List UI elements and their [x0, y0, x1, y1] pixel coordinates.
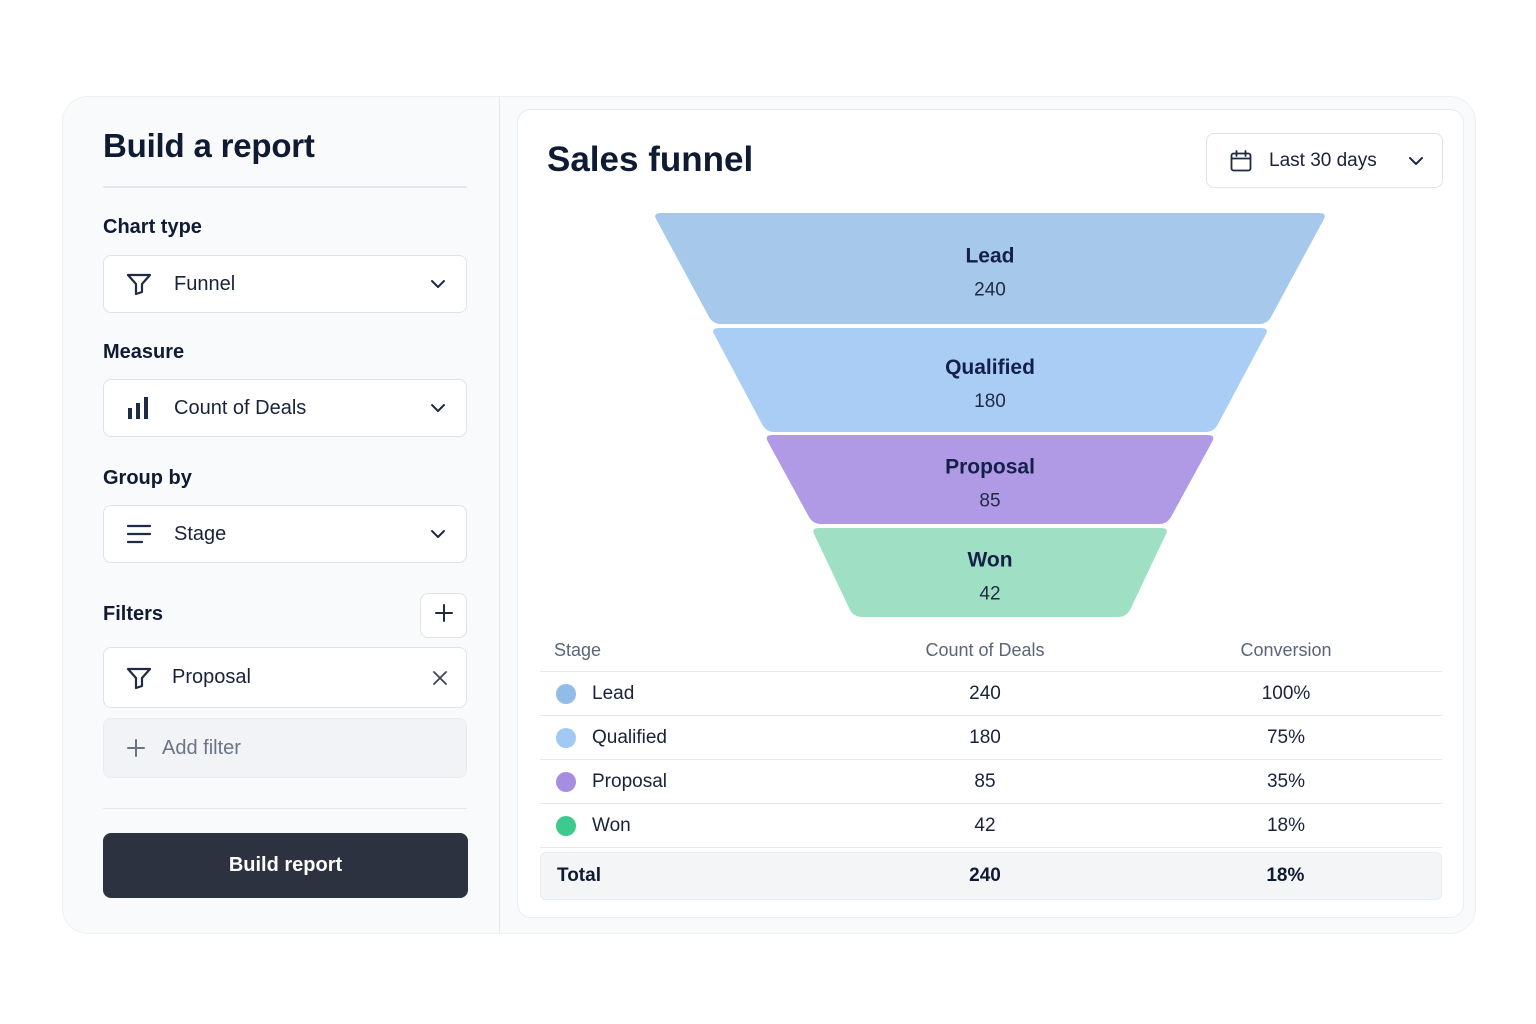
row-count: 180: [969, 726, 1001, 748]
add-filter-plus-button[interactable]: [420, 593, 467, 638]
funnel-stage-label: Lead: [965, 245, 1014, 268]
calendar-icon: [1229, 149, 1253, 173]
funnel-stage-value: 85: [979, 491, 1000, 512]
sales-funnel-card: Sales funnel Last 30 days Lead 240 Qualifi…: [517, 109, 1464, 918]
divider: [103, 186, 467, 188]
funnel-segment-won[interactable]: [813, 528, 1167, 617]
funnel-stage-value: 42: [979, 584, 1000, 605]
chevron-down-icon: [428, 398, 448, 418]
table-row: Won 42 18%: [540, 804, 1442, 848]
table-header: Stage Count of Deals Conversion: [540, 630, 1442, 672]
funnel-segment-qualified[interactable]: [713, 328, 1267, 432]
legend-dot: [556, 815, 576, 836]
row-stage: Won: [592, 814, 631, 836]
group-by-value: Stage: [174, 522, 227, 545]
close-icon[interactable]: [432, 670, 448, 686]
funnel-stage-label: Won: [967, 549, 1012, 572]
table-total-row: Total 240 18%: [540, 852, 1442, 900]
report-builder-window: Build a report Chart type Funnel Measure…: [62, 96, 1476, 934]
chevron-down-icon: [428, 274, 448, 294]
funnel-segment-lead[interactable]: [655, 213, 1325, 324]
funnel-icon: [124, 663, 154, 693]
funnel-stage-label: Proposal: [945, 456, 1035, 479]
row-count: 42: [974, 814, 996, 836]
total-count: 240: [969, 865, 1001, 886]
table-row: Lead 240 100%: [540, 672, 1442, 716]
measure-label: Measure: [103, 341, 185, 363]
date-range-value: Last 30 days: [1269, 149, 1377, 171]
funnel-icon: [124, 269, 154, 299]
chevron-down-icon: [428, 524, 448, 544]
legend-dot: [556, 727, 576, 748]
column-header-count: Count of Deals: [925, 640, 1045, 660]
chart-type-select[interactable]: Funnel: [103, 255, 467, 313]
row-conversion: 35%: [1266, 770, 1306, 792]
funnel-stage-value: 180: [974, 391, 1006, 412]
group-by-label: Group by: [103, 467, 192, 489]
legend-dot: [556, 683, 576, 704]
row-stage: Proposal: [592, 770, 667, 792]
row-stage: Qualified: [592, 726, 667, 748]
filters-label: Filters: [103, 603, 164, 625]
total-conversion: 18%: [1266, 865, 1305, 886]
plus-icon: [434, 603, 454, 628]
sidebar-title: Build a report: [103, 127, 315, 164]
measure-value: Count of Deals: [174, 396, 307, 419]
list-icon: [124, 519, 154, 549]
row-conversion: 75%: [1266, 726, 1306, 748]
funnel-data-table: Stage Count of Deals Conversion Lead 240…: [540, 630, 1442, 900]
add-filter-label: Add filter: [162, 736, 241, 759]
total-label: Total: [557, 865, 601, 886]
row-conversion: 18%: [1266, 814, 1306, 836]
chart-type-value: Funnel: [174, 272, 236, 295]
row-count: 240: [969, 682, 1001, 704]
table-row: Proposal 85 35%: [540, 760, 1442, 804]
bar-chart-icon: [124, 393, 154, 423]
funnel-stage-value: 240: [974, 280, 1006, 301]
build-report-button[interactable]: Build report: [103, 833, 468, 898]
column-header-conversion: Conversion: [1240, 640, 1332, 660]
funnel-stage-label: Qualified: [945, 356, 1035, 379]
column-header-stage: Stage: [554, 640, 602, 660]
page-title: Sales funnel: [547, 140, 754, 179]
funnel-chart: Lead 240 Qualified 180 Proposal 85 Won 42: [655, 213, 1325, 617]
legend-dot: [556, 771, 576, 792]
row-conversion: 100%: [1261, 682, 1311, 704]
table-row: Qualified 180 75%: [540, 716, 1442, 760]
add-filter-button[interactable]: Add filter: [103, 718, 467, 778]
row-stage: Lead: [592, 682, 635, 704]
date-range-select[interactable]: Last 30 days: [1206, 133, 1443, 188]
report-builder-sidebar: Build a report Chart type Funnel Measure…: [63, 97, 500, 933]
row-count: 85: [974, 770, 996, 792]
plus-icon: [126, 738, 146, 758]
measure-select[interactable]: Count of Deals: [103, 379, 467, 437]
filter-chip-label: Proposal: [172, 666, 251, 688]
filter-chip-proposal[interactable]: Proposal: [103, 647, 467, 708]
chevron-down-icon: [1408, 156, 1424, 166]
divider: [103, 808, 467, 809]
funnel-segment-proposal[interactable]: [766, 435, 1214, 524]
group-by-select[interactable]: Stage: [103, 505, 467, 563]
chart-type-label: Chart type: [103, 216, 202, 238]
